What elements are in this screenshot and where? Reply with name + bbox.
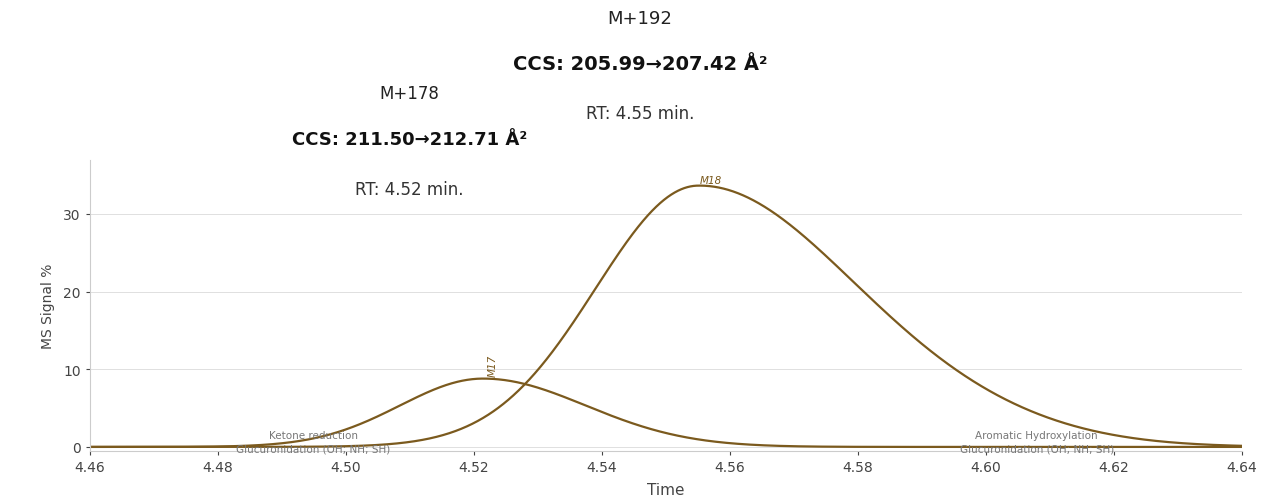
X-axis label: Time: Time <box>646 482 685 497</box>
Text: M+178: M+178 <box>380 85 439 103</box>
Text: Ketone reduction
Glucuronidation (OH; NH; SH): Ketone reduction Glucuronidation (OH; NH… <box>237 430 390 454</box>
Text: M17: M17 <box>488 354 498 377</box>
Text: M+192: M+192 <box>608 10 672 28</box>
Text: RT: 4.55 min.: RT: 4.55 min. <box>586 105 694 123</box>
Text: CCS: 211.50→212.71 Å²: CCS: 211.50→212.71 Å² <box>292 130 527 148</box>
Text: CCS: 205.99→207.42 Å²: CCS: 205.99→207.42 Å² <box>513 55 767 74</box>
Text: RT: 4.52 min.: RT: 4.52 min. <box>356 180 463 198</box>
Text: M18: M18 <box>699 176 722 186</box>
Text: Aromatic Hydroxylation
Glucuronidation (OH; NH; SH): Aromatic Hydroxylation Glucuronidation (… <box>960 430 1114 454</box>
Y-axis label: MS Signal %: MS Signal % <box>41 263 55 348</box>
